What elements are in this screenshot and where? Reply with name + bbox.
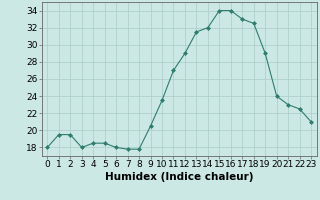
X-axis label: Humidex (Indice chaleur): Humidex (Indice chaleur) [105, 172, 253, 182]
